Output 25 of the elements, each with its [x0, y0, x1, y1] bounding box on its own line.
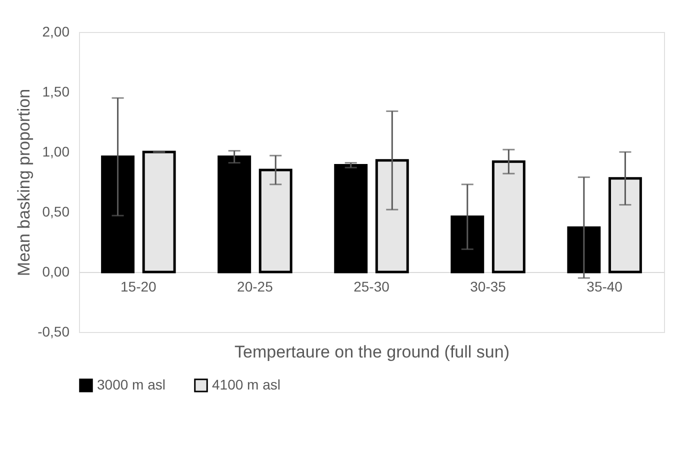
bar: [258, 168, 292, 274]
x-tick-label: 35-40: [586, 278, 623, 294]
y-tick-label: 1,50: [42, 84, 70, 100]
bar: [492, 160, 526, 274]
bar: [101, 156, 135, 274]
x-tick-label: 15-20: [120, 278, 157, 294]
y-axis-title: Mean basking proportion: [14, 88, 34, 276]
bar: [608, 177, 642, 274]
legend-label: 4100 m asl: [212, 376, 280, 392]
x-tick-label: 20-25: [237, 278, 274, 294]
bar: [450, 216, 484, 274]
y-tick-label: -0,50: [38, 324, 70, 340]
y-tick-label: 0,50: [42, 204, 70, 220]
x-axis-title: Tempertaure on the ground (full sun): [234, 342, 510, 362]
bar: [142, 150, 176, 274]
y-tick-label: 2,00: [42, 24, 70, 40]
bar: [218, 156, 252, 274]
legend-label: 3000 m asl: [97, 376, 166, 392]
bar: [375, 159, 409, 274]
bar: [567, 226, 601, 274]
bar: [334, 164, 368, 274]
y-tick-label: 1,00: [42, 144, 70, 160]
x-tick-label: 25-30: [354, 278, 390, 294]
x-tick-label: 30-35: [470, 278, 506, 294]
y-tick-label: 0,00: [42, 264, 70, 280]
